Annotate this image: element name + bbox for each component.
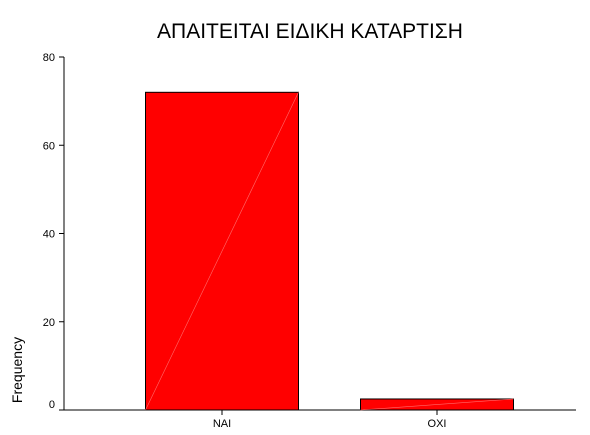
y-tick-label: 0 <box>49 399 55 411</box>
bar-shading-line <box>145 92 299 411</box>
y-tick-label: 20 <box>43 317 55 329</box>
y-axis-label: Frequency <box>9 337 25 403</box>
y-tick-label: 60 <box>43 140 55 152</box>
y-ticks-group: 0 20 40 60 80 <box>43 52 64 411</box>
bar-shading-line <box>360 398 514 411</box>
y-tick-label: 40 <box>43 229 55 241</box>
x-tick-label: OXI <box>428 418 447 430</box>
x-tick-label: NAI <box>213 418 231 430</box>
chart-title: ΑΠΑΙΤΕΙΤΑΙ ΕΙΔΙΚΗ ΚΑΤΑΡΤΙΣΗ <box>157 20 463 43</box>
y-tick-label: 80 <box>43 52 55 64</box>
bars-group <box>145 91 514 411</box>
x-ticks-group: NAI OXI <box>213 410 447 430</box>
